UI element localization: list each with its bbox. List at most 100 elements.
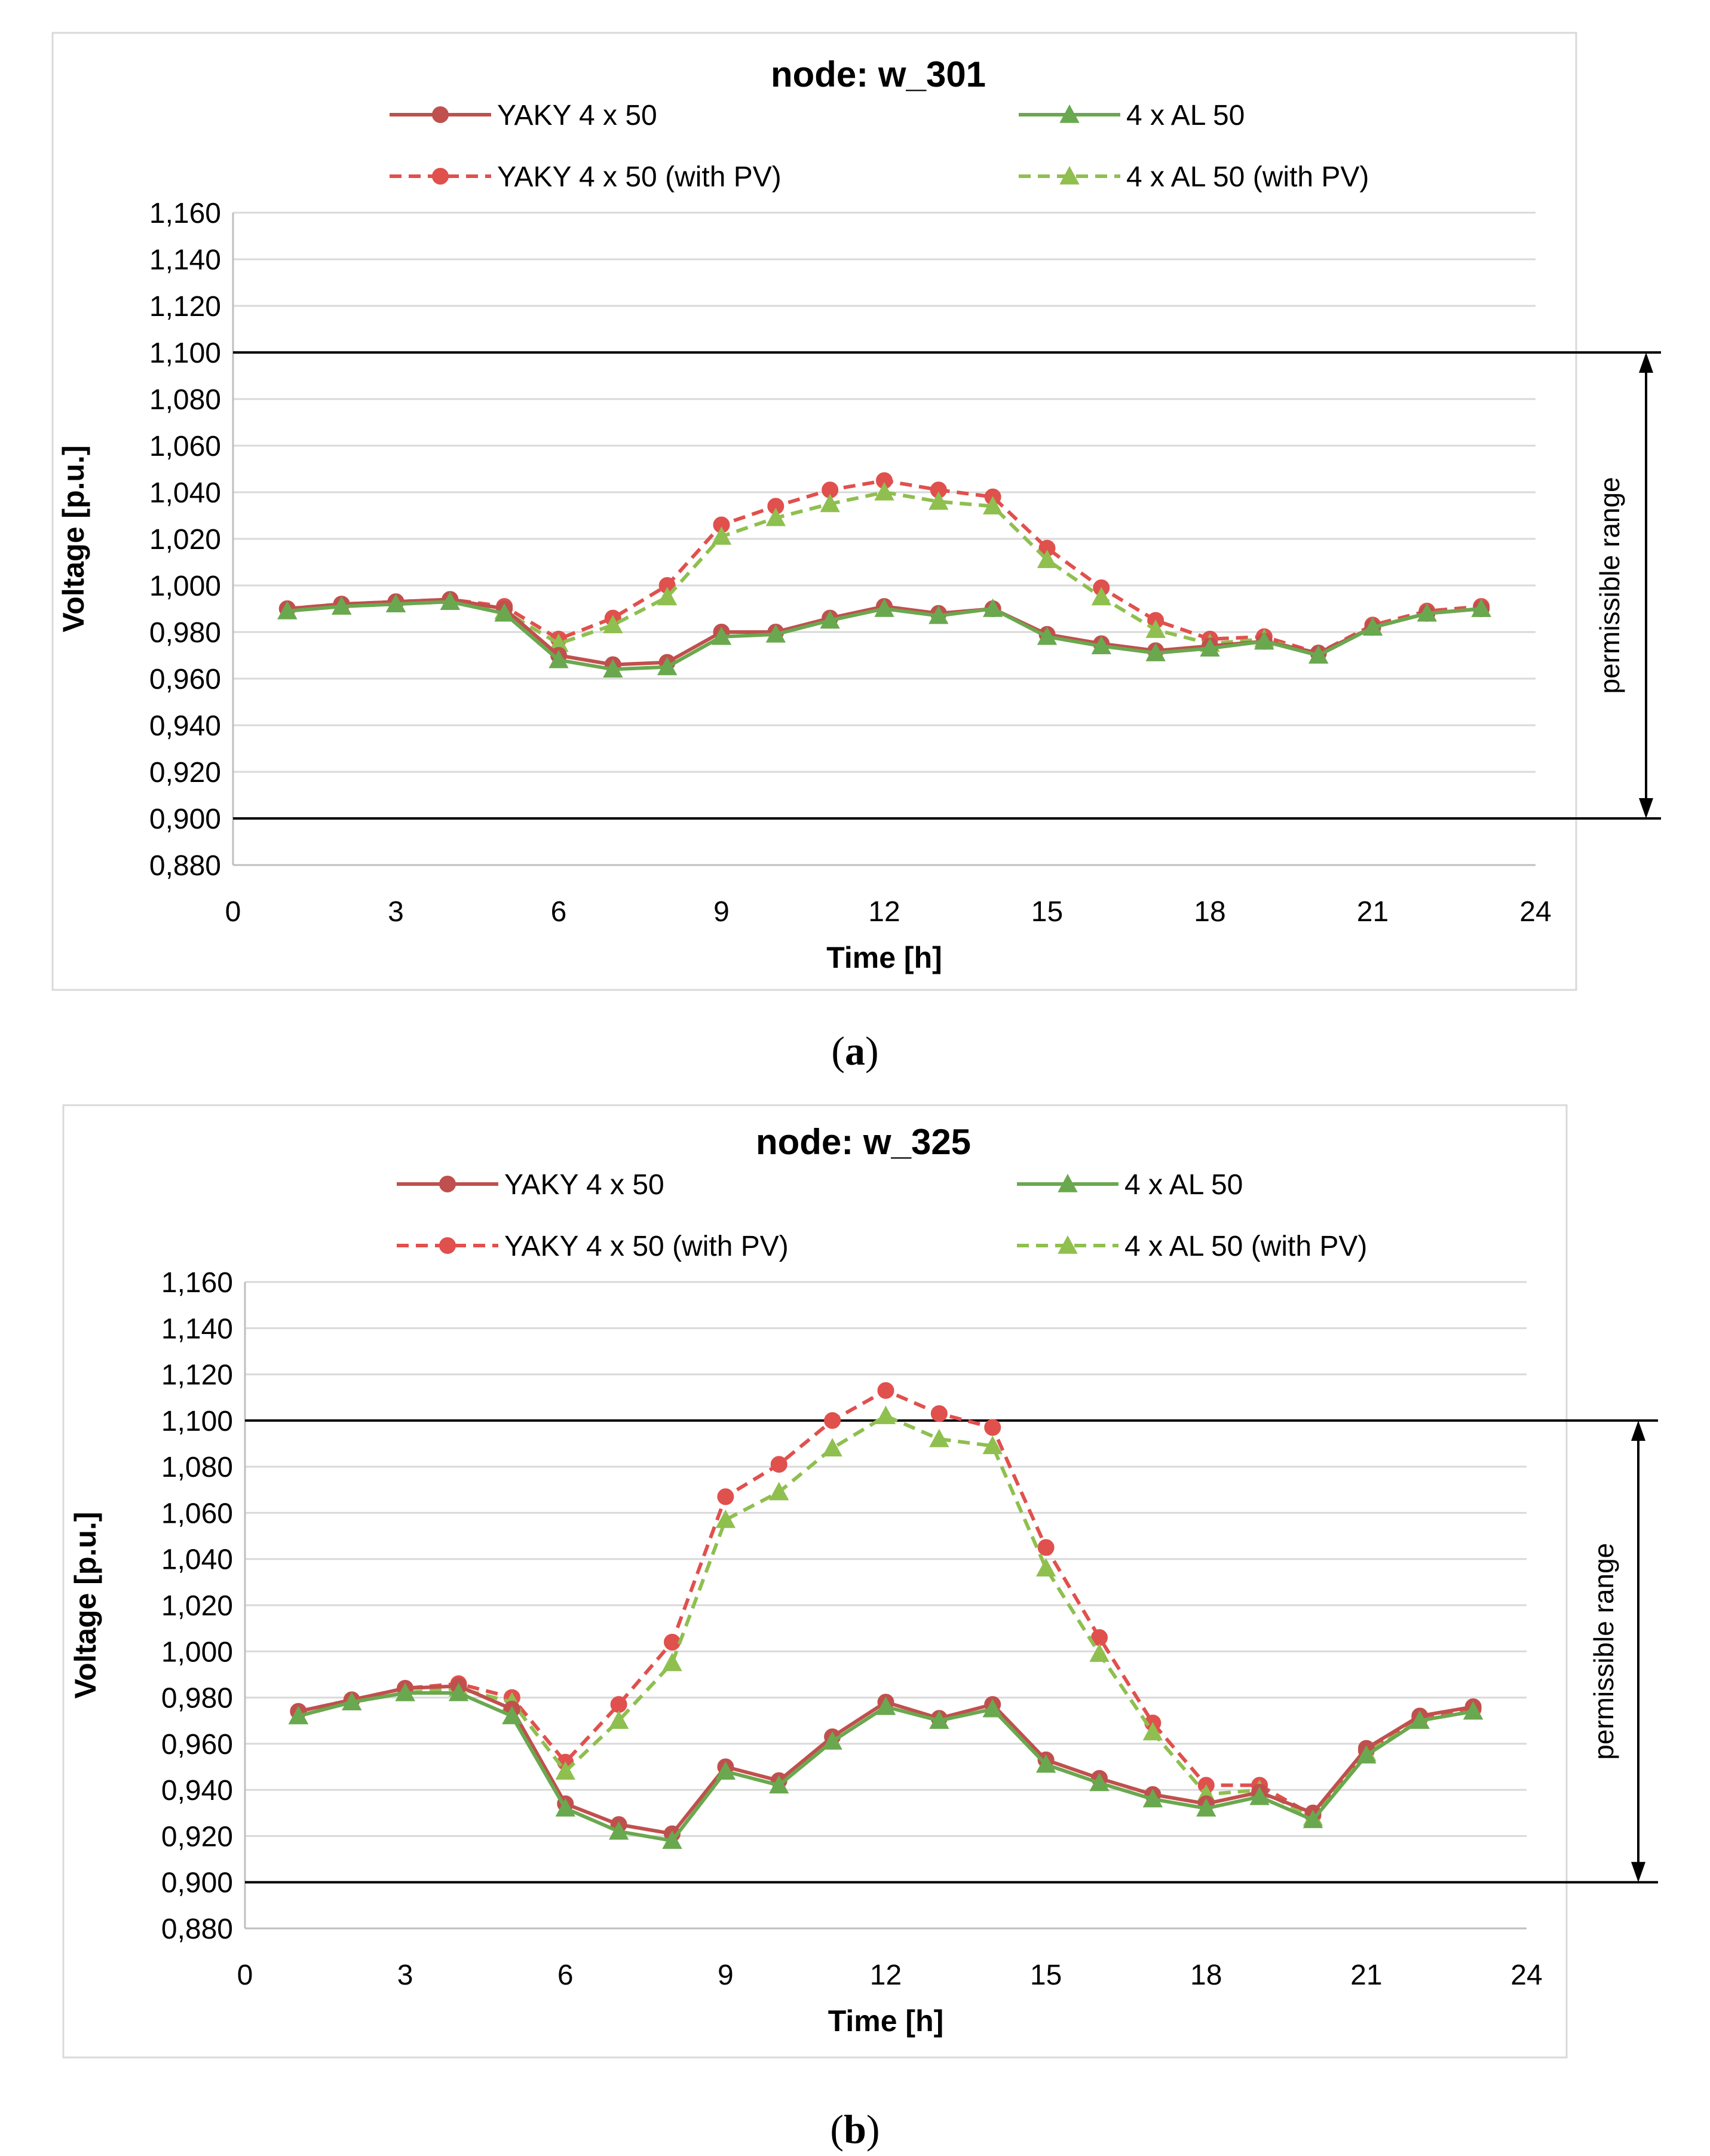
y-tick-label: 0,900 [149, 803, 221, 835]
x-tick-label: 6 [551, 896, 567, 928]
data-point [769, 1775, 789, 1794]
data-point [662, 1830, 682, 1849]
data-point [603, 615, 623, 634]
x-tick-label: 15 [1030, 1959, 1062, 1991]
data-point [657, 657, 678, 676]
data-point [1035, 1754, 1056, 1773]
legend-entry: YAKY 4 x 50 (with PV) [390, 161, 782, 193]
data-point [395, 1682, 415, 1701]
x-tick-label: 9 [718, 1959, 734, 1991]
y-tick-label: 1,100 [149, 338, 221, 369]
y-tick-label: 1,040 [161, 1544, 233, 1576]
data-point [608, 1710, 629, 1729]
y-tick-label: 1,080 [161, 1452, 233, 1483]
y-tick-label: 1,100 [161, 1406, 233, 1437]
x-tick-label: 12 [870, 1959, 902, 1991]
x-tick-label: 3 [397, 1959, 413, 1991]
data-point [929, 1428, 949, 1447]
legend-entry: YAKY 4 x 50 [397, 1169, 664, 1201]
data-point [385, 594, 406, 612]
chart-title: node: w_325 [756, 1122, 971, 1162]
data-point [822, 1731, 842, 1750]
data-point [930, 1405, 948, 1422]
data-point [877, 1382, 894, 1399]
data-point [874, 598, 894, 617]
subfigure-label-a: (a) [831, 1028, 879, 1074]
range-arrow-head-bottom [1639, 798, 1653, 818]
y-tick-label: 1,140 [161, 1313, 233, 1345]
data-point [875, 1406, 896, 1424]
data-point [982, 598, 1003, 617]
y-axis-title: Voltage [p.u.] [57, 446, 90, 633]
chart-border [62, 1104, 1568, 2059]
y-tick-label: 1,160 [161, 1267, 233, 1299]
data-point [1356, 1745, 1377, 1764]
x-tick-label: 0 [237, 1959, 253, 1991]
y-tick-label: 1,160 [149, 198, 221, 229]
x-tick-label: 0 [225, 896, 241, 928]
voltage-chart-w301: node: w_301 0,880 0,900 0,920 0,940 0,960 0,98… [51, 32, 1661, 991]
chart-panel-b: node: w_325 0,880 0,900 0,920 0,940 0,960 0,98… [0, 1078, 1710, 2156]
y-tick-label: 1,080 [149, 384, 221, 416]
y-tick-label: 0,920 [161, 1821, 233, 1853]
data-point [1471, 598, 1491, 617]
y-tick-label: 0,880 [161, 1913, 233, 1945]
data-point [1145, 619, 1166, 638]
data-point [608, 1821, 629, 1840]
legend-entry: YAKY 4 x 50 [390, 100, 657, 131]
chart-panel-a: node: w_301 0,880 0,900 0,920 0,940 0,960 0,98… [51, 32, 1661, 1074]
data-point [1037, 1539, 1055, 1556]
data-point [448, 1682, 469, 1701]
data-point [929, 1710, 949, 1729]
x-axis-title: Time [h] [828, 2004, 944, 2038]
data-point [1089, 1772, 1110, 1792]
y-tick-label: 1,120 [149, 291, 221, 323]
data-point [1200, 638, 1220, 657]
data-point [1409, 1710, 1430, 1729]
data-point [1308, 645, 1329, 664]
data-point [1142, 1789, 1163, 1808]
data-point [1145, 642, 1166, 661]
x-tick-label: 6 [557, 1959, 574, 1991]
data-point [657, 587, 678, 606]
series-4-x-al-50 [277, 591, 1491, 678]
y-tick-label: 0,960 [161, 1729, 233, 1761]
data-point [277, 600, 298, 619]
data-point [820, 493, 840, 513]
y-tick-label: 1,020 [161, 1590, 233, 1622]
y-tick-label: 1,000 [161, 1636, 233, 1668]
data-point [555, 1798, 575, 1817]
data-point [928, 605, 949, 624]
data-point [1037, 626, 1058, 645]
y-tick-label: 0,940 [149, 710, 221, 742]
range-arrow-head-top [1631, 1420, 1645, 1441]
data-point [610, 1696, 627, 1713]
x-tick-label: 3 [388, 896, 404, 928]
legend-label: 4 x AL 50 (with PV) [1126, 161, 1369, 193]
legend-swatch-marker [432, 106, 449, 123]
data-point [982, 496, 1003, 515]
x-tick-label: 21 [1350, 1959, 1382, 1991]
x-tick-label: 15 [1031, 896, 1063, 928]
data-point [555, 1761, 575, 1780]
data-point [1091, 587, 1112, 606]
data-point [342, 1692, 362, 1711]
data-point [715, 1761, 736, 1780]
data-point [1196, 1798, 1216, 1817]
data-point [874, 482, 894, 501]
y-tick-label: 1,140 [149, 244, 221, 276]
data-point [1254, 631, 1274, 650]
voltage-chart-w325: node: w_325 0,880 0,900 0,920 0,940 0,960 0,98… [62, 1104, 1658, 2059]
legend-label: YAKY 4 x 50 (with PV) [497, 161, 782, 193]
data-point [765, 624, 786, 643]
x-tick-label: 12 [868, 896, 900, 928]
permissible-range-label: permissible range [1594, 477, 1625, 694]
y-tick-label: 1,020 [149, 524, 221, 556]
legend-label: YAKY 4 x 50 (with PV) [504, 1231, 789, 1262]
legend-entry: 4 x AL 50 [1017, 1169, 1243, 1201]
data-point [1091, 636, 1112, 655]
data-point [824, 1412, 841, 1429]
data-point [715, 1509, 736, 1528]
x-tick-label: 18 [1190, 1959, 1222, 1991]
data-point [288, 1706, 309, 1725]
